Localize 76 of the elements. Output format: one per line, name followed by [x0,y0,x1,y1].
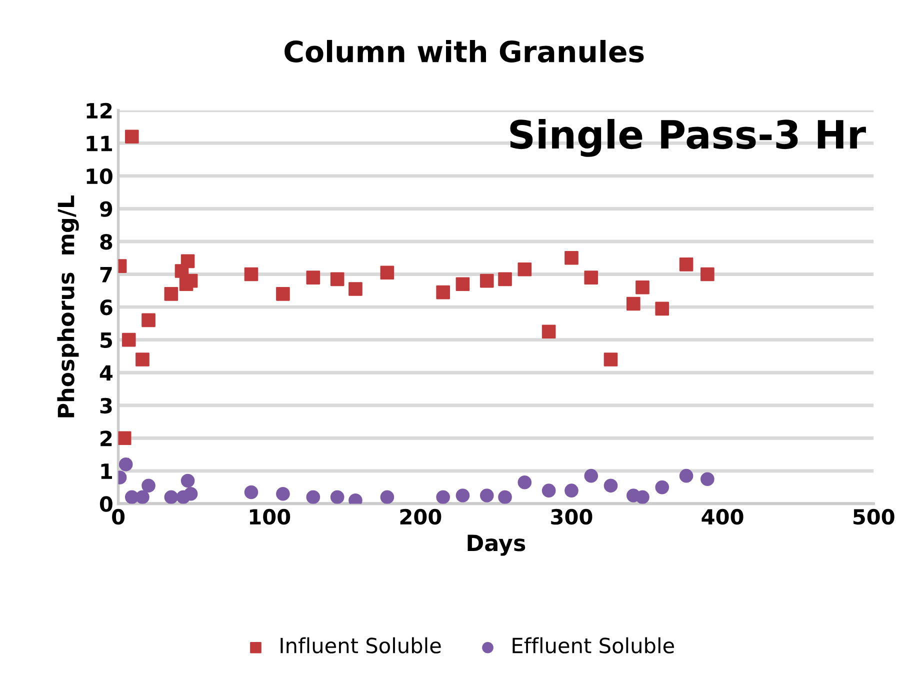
point [118,431,132,446]
point [180,474,195,488]
point [542,324,556,339]
point [380,266,394,280]
y-tick-label: 1 [101,464,112,479]
y-tick-label: 5 [100,332,112,348]
point [564,250,578,265]
legend-label: Influent Soluble [280,637,441,654]
point [626,296,640,311]
point [142,313,156,328]
x-tick-label: 200 [400,508,442,525]
point [584,270,598,284]
x-tick-label: 100 [250,508,290,525]
point [480,274,494,288]
point [306,270,320,284]
point [348,282,362,296]
point [636,490,650,504]
point [700,472,714,486]
point [306,490,320,504]
chart-title: Column with Granules [284,40,644,63]
point [498,490,512,504]
point [244,485,258,500]
point [604,478,618,493]
point [164,287,178,301]
point [180,254,195,268]
y-tick-label: 7 [100,267,112,282]
y-tick-label: 9 [100,201,112,217]
point [456,488,470,502]
point [136,352,150,366]
point [330,490,344,504]
point [655,480,670,494]
x-tick-label: 500 [853,508,894,525]
y-tick-label: 10 [86,168,112,184]
point [636,280,650,294]
y-tick-label: 12 [86,102,112,118]
point [542,484,556,498]
point [518,475,532,490]
point [118,457,133,472]
point [164,490,178,504]
point [436,490,450,504]
y-tick-label: 6 [100,300,112,316]
point [456,277,470,292]
y-tick-label: 0 [100,496,112,512]
point [655,302,670,316]
x-axis-title: Days [468,534,526,556]
legend-label: Effluent Soluble [512,637,674,654]
x-tick-label: 0 [112,508,125,525]
point [679,468,694,483]
y-tick-label: 2 [100,430,112,446]
point [184,486,198,501]
point [124,130,139,144]
point [604,352,618,366]
point [136,490,150,504]
point [480,488,494,502]
point [679,258,694,272]
point [518,262,532,276]
point [276,287,290,301]
x-tick-label: 300 [551,508,592,525]
point [498,272,512,286]
point [122,332,136,347]
annotation: Single Pass-3 Hr [510,118,866,157]
point [142,478,156,493]
point [700,267,714,282]
point [584,468,598,483]
point [276,486,290,501]
y-axis-title: Phosphorus mg/L [57,195,79,418]
y-tick-label: 3 [100,398,112,414]
point [244,267,258,282]
y-tick-label: 11 [86,136,112,152]
x-tick-label: 400 [702,508,744,525]
y-tick-label: 4 [100,365,112,381]
point [436,285,450,300]
point [380,490,394,504]
point [564,484,578,498]
y-tick-label: 8 [100,234,112,250]
point [330,272,344,286]
